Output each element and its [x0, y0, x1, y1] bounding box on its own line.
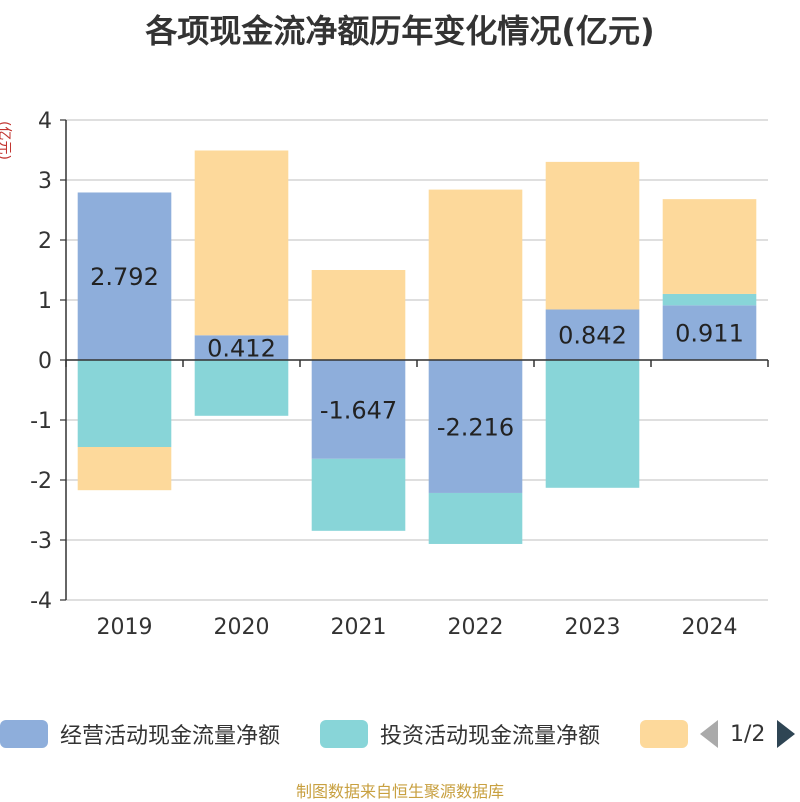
legend-label-operating: 经营活动现金流量净额 — [60, 724, 281, 749]
y-tick-label: 4 — [38, 109, 52, 134]
bar-chart: 4 3 2 1 0 -1 -2 -3 -4 2.792 2019 0.412 2020 -1.647 202… — [30, 109, 769, 640]
y-tick-label: 1 — [38, 289, 52, 314]
y-tick-label: 3 — [38, 169, 52, 194]
y-tick-label: -4 — [30, 589, 52, 614]
legend-page-indicator: 1/2 — [730, 721, 766, 747]
data-label-2023: 0.842 — [558, 322, 627, 350]
x-tick-label-2022: 2022 — [448, 615, 504, 640]
bar-2019-series-2[interactable] — [77, 447, 172, 491]
data-label-2021: -1.647 — [320, 396, 397, 424]
legend-pager: 1/2 — [700, 716, 796, 752]
legend-swatch-financing — [640, 720, 688, 748]
y-tick-label: -1 — [30, 409, 52, 434]
bar-2020-series-2[interactable] — [194, 150, 289, 336]
bar-2022-series-1[interactable] — [428, 492, 523, 544]
data-label-2024: 0.911 — [675, 320, 744, 348]
bar-2019-series-0[interactable] — [77, 192, 172, 360]
legend-next-page-icon[interactable] — [777, 720, 796, 748]
x-tick-label-2023: 2023 — [565, 615, 621, 640]
x-tick-label-2024: 2024 — [682, 615, 738, 640]
bar-2022-series-0[interactable] — [428, 360, 523, 493]
bar-2024-series-1[interactable] — [662, 293, 757, 306]
x-tick-label-2021: 2021 — [331, 615, 387, 640]
chart-title: 各项现金流净额历年变化情况(亿元) — [145, 12, 655, 50]
legend-swatch-operating — [0, 720, 48, 748]
data-label-2022: -2.216 — [437, 413, 514, 441]
y-tick-label: 2 — [38, 229, 52, 254]
bar-2019-series-1[interactable] — [77, 360, 172, 447]
legend-item-operating[interactable]: 经营活动现金流量净额 — [0, 716, 280, 752]
bar-2020-series-0[interactable] — [194, 335, 289, 360]
legend-item-financing[interactable] — [640, 716, 700, 752]
legend-item-investing[interactable]: 投资活动现金流量净额 — [320, 716, 600, 752]
bar-2024-series-0[interactable] — [662, 305, 757, 360]
bar-2021-series-0[interactable] — [311, 360, 406, 459]
bar-2023-series-0[interactable] — [545, 309, 640, 360]
legend-label-investing: 投资活动现金流量净额 — [380, 724, 601, 749]
bar-2022-series-2[interactable] — [428, 189, 523, 360]
bar-2023-series-2[interactable] — [545, 161, 640, 310]
x-tick-label-2019: 2019 — [97, 615, 153, 640]
bar-2021-series-1[interactable] — [311, 458, 406, 531]
x-tick-label-2020: 2020 — [214, 615, 270, 640]
legend-prev-page-icon[interactable] — [700, 720, 718, 748]
data-label-2019: 2.792 — [90, 263, 159, 291]
y-tick-label: -2 — [30, 469, 52, 494]
legend: 经营活动现金流量净额 投资活动现金流量净额 1/2 — [0, 716, 800, 756]
bar-2023-series-1[interactable] — [545, 360, 640, 488]
bar-2020-series-1[interactable] — [194, 360, 289, 416]
legend-swatch-investing — [320, 720, 368, 748]
y-tick-label: -3 — [30, 529, 52, 554]
data-source-note: 制图数据来自恒生聚源数据库 — [295, 782, 504, 801]
bar-2021-series-2[interactable] — [311, 270, 406, 360]
bar-2024-series-2[interactable] — [662, 199, 757, 294]
data-label-2020: 0.412 — [207, 335, 276, 363]
y-tick-label: 0 — [38, 349, 52, 374]
